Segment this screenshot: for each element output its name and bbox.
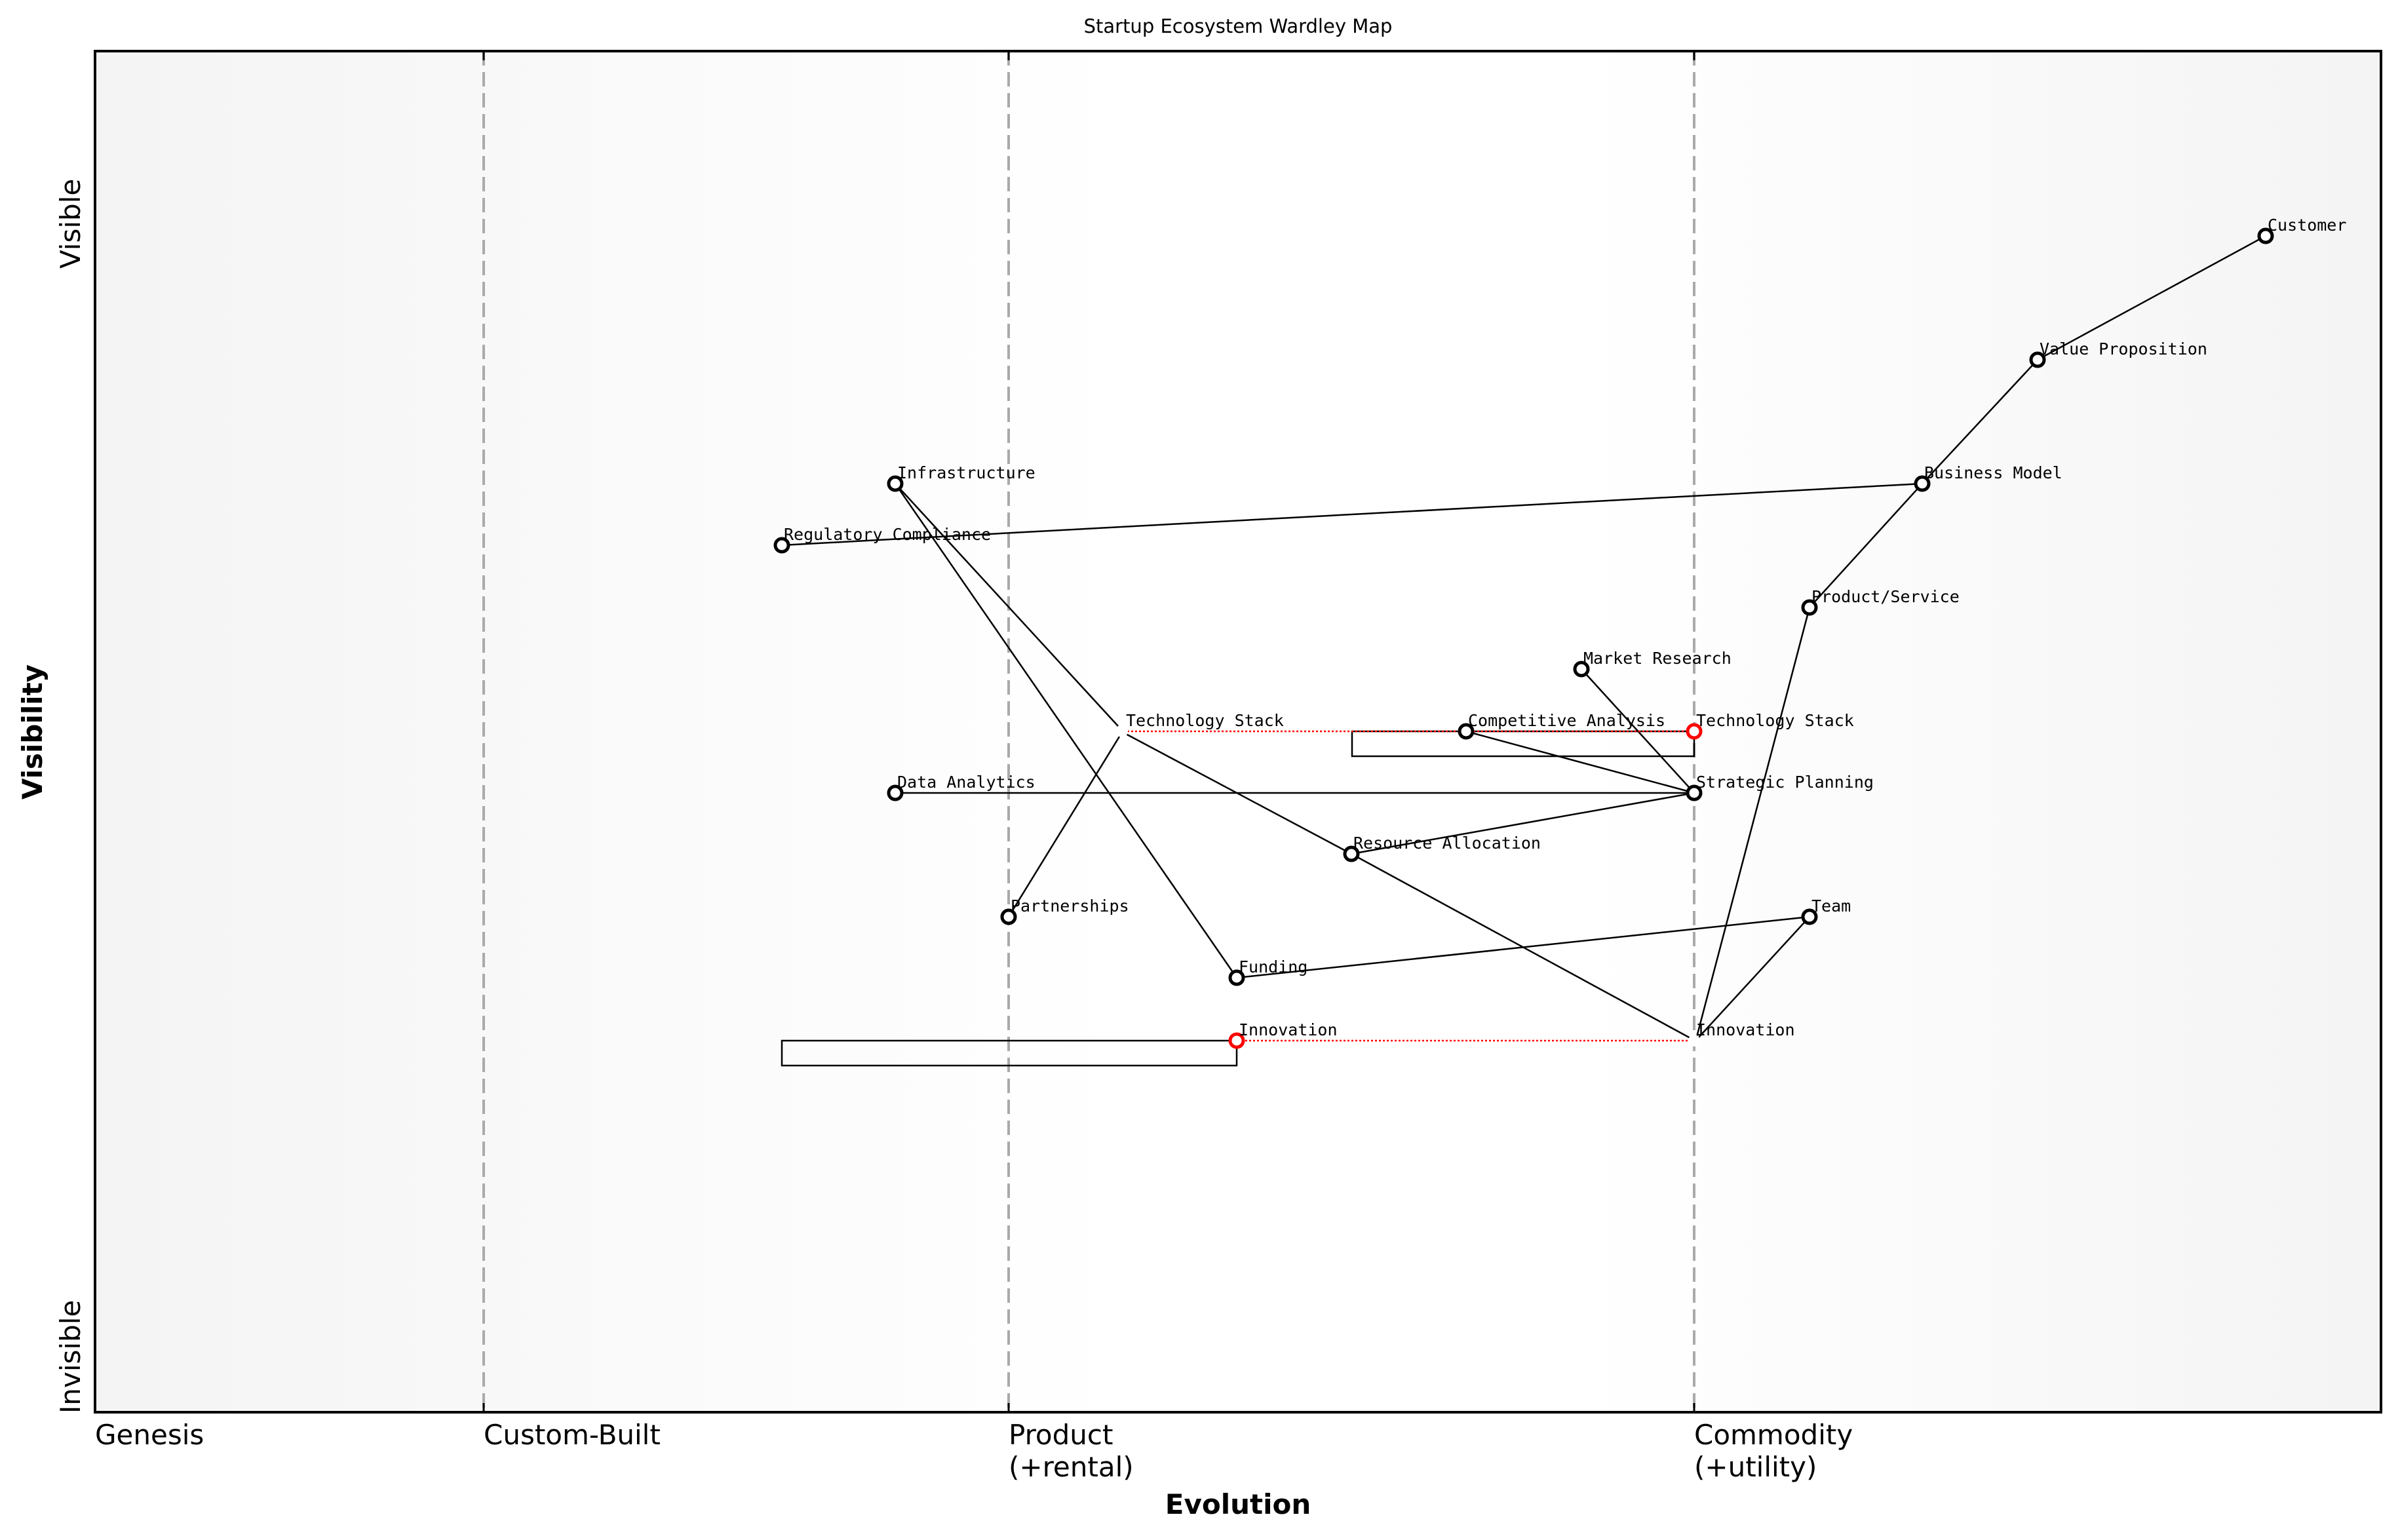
- label-business-model: Business Model: [1924, 463, 2062, 482]
- node-market-research[interactable]: [1573, 661, 1590, 678]
- node-funding[interactable]: [1228, 969, 1245, 986]
- node-competitive-analysis[interactable]: [1458, 723, 1475, 740]
- link-value-proposition-business-model: [1922, 359, 2038, 484]
- y-axis-title: Visibility: [16, 664, 48, 799]
- label-customer: Customer: [2268, 216, 2346, 235]
- label-product-service: Product/Service: [1811, 587, 1960, 606]
- link-infrastructure-technology-stack: [895, 483, 1119, 727]
- label-strategic-planning: Strategic Planning: [1696, 773, 1874, 792]
- node-resource-allocation[interactable]: [1343, 845, 1360, 862]
- label-partnerships: Partnerships: [1011, 896, 1129, 915]
- node-regulatory-compliance[interactable]: [773, 537, 790, 554]
- link-technology-stack-resource-allocation: [1125, 733, 1352, 855]
- link-resource-allocation-innovation: [1351, 853, 1691, 1039]
- label-technology-stack-origin: Technology Stack: [1126, 711, 1284, 730]
- ghost-innovation-node: [1688, 1035, 1700, 1047]
- x-axis-title: Evolution: [1165, 1488, 1311, 1520]
- label-infrastructure: Infrastructure: [897, 463, 1035, 482]
- label-funding: Funding: [1239, 957, 1307, 976]
- technology-stack-box: [1351, 730, 1695, 758]
- stage-label-product-sub: (+rental): [1009, 1451, 1134, 1483]
- link-funding-team: [1236, 915, 1810, 979]
- x-ticks: [482, 51, 1695, 1412]
- stage-label-commodity-sub: (+utility): [1694, 1451, 1817, 1483]
- label-team: Team: [1811, 896, 1851, 915]
- stage-labels: Genesis Custom-Built Product (+rental) C…: [95, 1419, 1853, 1483]
- link-business-model-regulatory-compliance: [781, 482, 1923, 547]
- label-market-research: Market Research: [1583, 649, 1732, 668]
- innovation-box: [781, 1039, 1238, 1067]
- node-labels: Customer Value Proposition Business Mode…: [784, 216, 2346, 1039]
- stage-label-genesis: Genesis: [95, 1419, 204, 1451]
- link-competitive-analysis-strategic-planning: [1465, 730, 1695, 794]
- node-infrastructure[interactable]: [887, 475, 904, 492]
- label-value-proposition: Value Proposition: [2040, 339, 2207, 358]
- label-regulatory-compliance: Regulatory Compliance: [784, 525, 991, 544]
- ghost-technology-stack-node: [1116, 725, 1128, 737]
- evolving-nodes: [1228, 723, 1703, 1049]
- link-business-model-product-service: [1809, 483, 1923, 608]
- evolution-arrows: [1127, 730, 1691, 1042]
- link-market-research-strategic-planning: [1581, 668, 1695, 794]
- stage-label-commodity: Commodity: [1694, 1419, 1853, 1451]
- nodes: [773, 227, 2274, 986]
- node-business-model[interactable]: [1914, 475, 1931, 492]
- label-technology-stack-evolved: Technology Stack: [1696, 711, 1854, 730]
- link-product-service-innovation: [1695, 607, 1811, 1037]
- node-data-analytics[interactable]: [887, 784, 904, 801]
- node-product-service[interactable]: [1801, 599, 1818, 616]
- node-team[interactable]: [1801, 908, 1818, 925]
- link-infrastructure-funding: [894, 483, 1238, 978]
- link-technology-stack-partnerships: [1007, 736, 1121, 917]
- label-competitive-analysis: Competitive Analysis: [1468, 711, 1665, 730]
- y-axis-invisible-label: Invisible: [54, 1300, 87, 1414]
- plot-frame: [94, 50, 2382, 1414]
- links: [781, 235, 2266, 1039]
- link-team-innovation: [1697, 916, 1810, 1039]
- node-value-proposition[interactable]: [2029, 351, 2046, 368]
- node-partnerships[interactable]: [1000, 908, 1017, 925]
- node-customer[interactable]: [2257, 227, 2274, 244]
- stage-label-custom-built: Custom-Built: [484, 1419, 661, 1451]
- chart-title: Startup Ecosystem Wardley Map: [1084, 15, 1393, 37]
- label-innovation-target: Innovation: [1696, 1020, 1795, 1039]
- label-data-analytics: Data Analytics: [897, 773, 1035, 792]
- annotation-boxes: [781, 730, 1695, 1067]
- ghost-nodes: [1116, 725, 1700, 1047]
- link-resource-allocation-strategic-planning: [1351, 792, 1695, 855]
- node-innovation-current[interactable]: [1228, 1032, 1245, 1049]
- label-innovation-current: Innovation: [1239, 1020, 1338, 1039]
- link-customer-value-proposition: [2037, 235, 2266, 361]
- stage-label-product: Product: [1009, 1419, 1113, 1451]
- node-technology-stack-evolved[interactable]: [1686, 723, 1703, 740]
- label-resource-allocation: Resource Allocation: [1353, 834, 1541, 853]
- node-strategic-planning[interactable]: [1686, 784, 1703, 801]
- y-axis-visible-label: Visible: [54, 179, 87, 269]
